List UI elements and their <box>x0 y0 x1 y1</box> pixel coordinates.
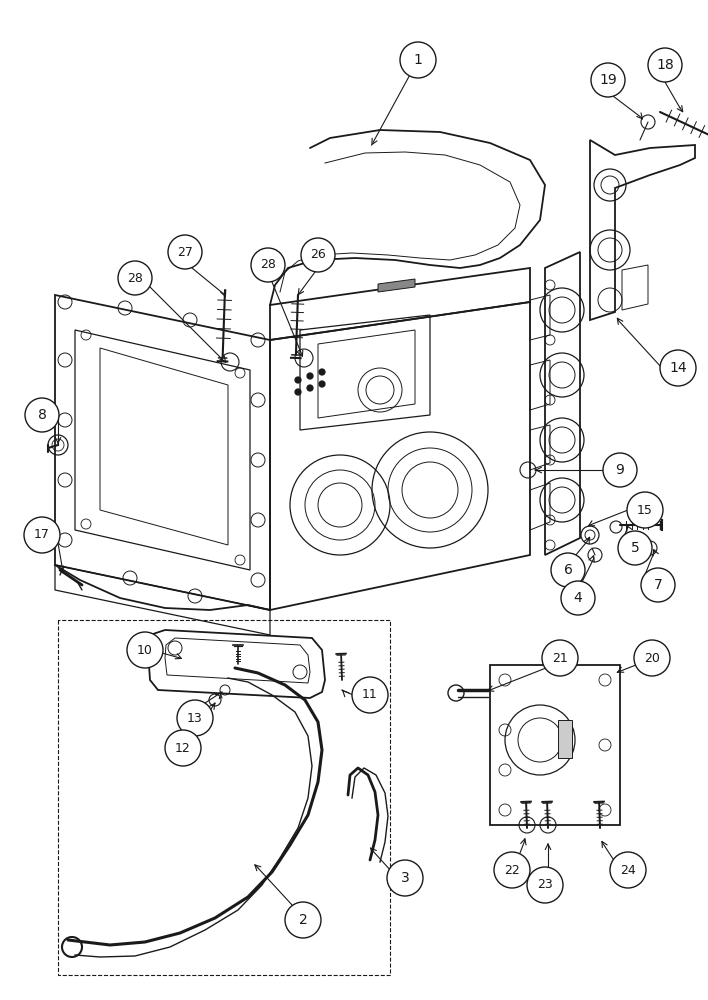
Circle shape <box>591 63 625 97</box>
Polygon shape <box>378 279 415 292</box>
Circle shape <box>118 261 152 295</box>
Circle shape <box>627 492 663 528</box>
Circle shape <box>610 852 646 888</box>
Text: 3: 3 <box>401 871 409 885</box>
Text: 18: 18 <box>656 58 674 72</box>
Text: 20: 20 <box>644 652 660 664</box>
Circle shape <box>634 640 670 676</box>
Text: 6: 6 <box>564 563 573 577</box>
Circle shape <box>542 640 578 676</box>
Text: 2: 2 <box>299 913 307 927</box>
Text: 5: 5 <box>631 541 639 555</box>
Text: 9: 9 <box>615 463 624 477</box>
Circle shape <box>168 235 202 269</box>
Text: 27: 27 <box>177 245 193 258</box>
Text: 28: 28 <box>127 271 143 284</box>
Text: 24: 24 <box>620 863 636 876</box>
Text: 11: 11 <box>362 688 378 702</box>
Text: 8: 8 <box>38 408 47 422</box>
Circle shape <box>251 248 285 282</box>
Circle shape <box>177 700 213 736</box>
Circle shape <box>352 677 388 713</box>
Circle shape <box>603 453 637 487</box>
Circle shape <box>400 42 436 78</box>
Circle shape <box>25 398 59 432</box>
Text: 19: 19 <box>599 73 617 87</box>
Text: 22: 22 <box>504 863 520 876</box>
Circle shape <box>618 531 652 565</box>
Text: 13: 13 <box>187 712 203 724</box>
Circle shape <box>319 381 325 387</box>
Circle shape <box>285 902 321 938</box>
Circle shape <box>527 867 563 903</box>
Polygon shape <box>558 720 572 758</box>
Text: 28: 28 <box>260 258 276 271</box>
Circle shape <box>561 581 595 615</box>
Circle shape <box>24 517 60 553</box>
Circle shape <box>660 350 696 386</box>
Circle shape <box>127 632 163 668</box>
Text: 4: 4 <box>573 591 583 605</box>
Text: 23: 23 <box>537 879 553 892</box>
Circle shape <box>295 377 301 383</box>
Circle shape <box>641 568 675 602</box>
Circle shape <box>551 553 585 587</box>
Circle shape <box>295 389 301 395</box>
Text: 14: 14 <box>669 361 687 375</box>
Circle shape <box>648 48 682 82</box>
Circle shape <box>165 730 201 766</box>
Circle shape <box>319 369 325 375</box>
Text: 12: 12 <box>175 742 191 754</box>
Text: 1: 1 <box>413 53 423 67</box>
Circle shape <box>301 238 335 272</box>
Text: 21: 21 <box>552 652 568 664</box>
Text: 15: 15 <box>637 504 653 516</box>
Circle shape <box>307 385 313 391</box>
Text: 26: 26 <box>310 248 326 261</box>
Circle shape <box>494 852 530 888</box>
Circle shape <box>387 860 423 896</box>
Text: 10: 10 <box>137 644 153 656</box>
Circle shape <box>307 373 313 379</box>
Text: 7: 7 <box>653 578 663 592</box>
Text: 17: 17 <box>34 528 50 542</box>
